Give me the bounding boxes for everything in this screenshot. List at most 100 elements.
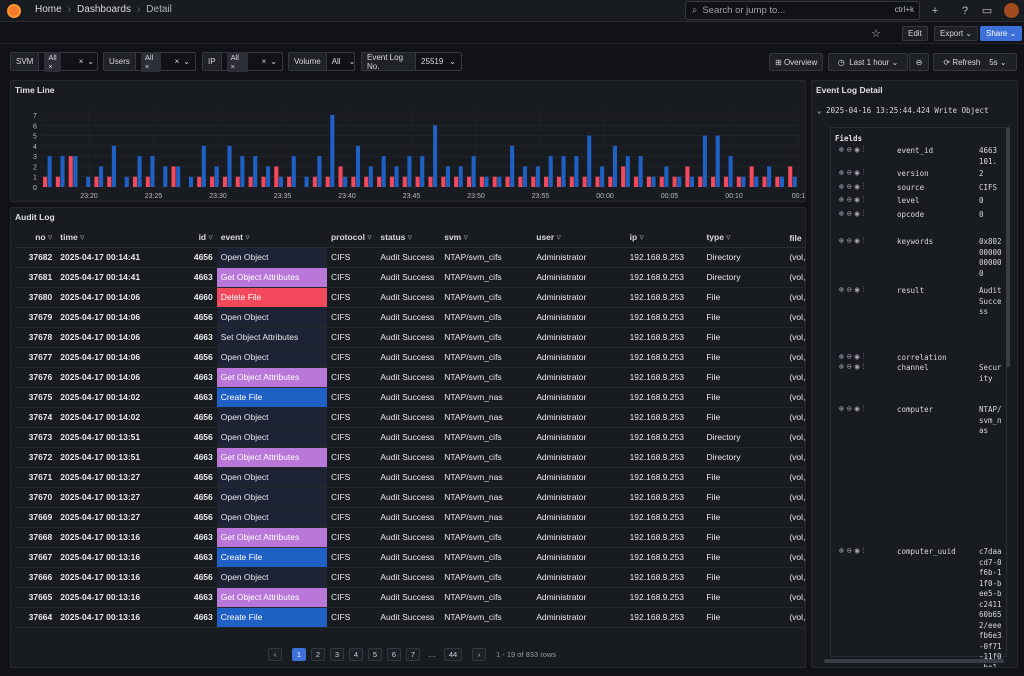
breadcrumb-home[interactable]: Home (35, 4, 62, 15)
table-row[interactable]: 37668 2025-04-17 00:13:16 4663 Get Object A… (15, 527, 805, 548)
clear-icon[interactable]: × (78, 57, 84, 66)
bar-blue[interactable] (201, 145, 206, 187)
export-button[interactable]: Export ⌄ (934, 26, 979, 41)
bar-red[interactable] (55, 176, 60, 187)
avatar[interactable] (1004, 3, 1019, 18)
volume-variable[interactable]: Volume All ⌄ (288, 52, 355, 71)
stats-icon[interactable]: ⫶ (862, 195, 865, 204)
filter-icon[interactable]: ▿ (723, 232, 731, 243)
bar-blue[interactable] (111, 145, 116, 187)
bar-red[interactable] (441, 176, 446, 187)
page-button[interactable]: 6 (387, 648, 401, 661)
bar-blue[interactable] (779, 176, 785, 187)
column-header-file[interactable]: file (785, 229, 805, 248)
table-row[interactable]: 37667 2025-04-17 00:13:16 4663 Create File C… (15, 547, 805, 568)
zoom-out-icon[interactable]: ⊖ (846, 362, 852, 371)
zoom-in-icon[interactable]: ⊕ (839, 182, 844, 191)
bar-red[interactable] (621, 166, 626, 187)
table-row[interactable]: 37670 2025-04-17 00:13:27 4656 Open Object C… (15, 487, 805, 508)
bar-red[interactable] (248, 176, 253, 187)
bar-red[interactable] (274, 166, 279, 187)
bar-red[interactable] (145, 176, 150, 187)
bar-red[interactable] (595, 176, 600, 187)
zoom-in-icon[interactable]: ⊕ (839, 145, 844, 154)
bar-blue[interactable] (535, 166, 540, 187)
bar-blue[interactable] (150, 156, 155, 187)
bar-red[interactable] (505, 176, 510, 187)
bar-red[interactable] (518, 176, 523, 187)
star-icon[interactable]: ☆ (871, 28, 881, 40)
bar-red[interactable] (287, 176, 292, 187)
bar-blue[interactable] (124, 176, 129, 187)
share-button[interactable]: Share ⌄ (980, 26, 1023, 41)
zoom-out-icon[interactable]: ⊖ (846, 546, 852, 555)
bar-red[interactable] (698, 176, 703, 187)
bar-red[interactable] (338, 166, 343, 187)
chevron-down-icon[interactable]: ⌄ (270, 57, 277, 66)
bar-blue[interactable] (317, 156, 322, 187)
page-button[interactable]: 3 (330, 648, 344, 661)
eye-icon[interactable]: ◉ (854, 285, 860, 294)
bar-blue[interactable] (651, 176, 656, 187)
table-row[interactable]: 37674 2025-04-17 00:14:02 4656 Open Object C… (15, 407, 805, 428)
bar-red[interactable] (788, 166, 793, 187)
chevron-down-icon[interactable]: ⌄ (87, 57, 95, 66)
grafana-logo-icon[interactable] (7, 4, 21, 18)
bar-red[interactable] (107, 176, 112, 187)
bar-blue[interactable] (214, 166, 219, 187)
filter-icon[interactable]: ▿ (364, 232, 372, 243)
zoom-in-icon[interactable]: ⊕ (839, 546, 844, 555)
bar-red[interactable] (672, 176, 677, 187)
table-row[interactable]: 37681 2025-04-17 00:14:41 4663 Get Object A… (15, 267, 805, 288)
event-log-no-variable[interactable]: Event Log No. 25519 ⌄ (361, 52, 462, 71)
next-page-button[interactable]: › (472, 648, 486, 661)
page-button[interactable]: 4 (349, 648, 363, 661)
eye-icon[interactable]: ◉ (854, 362, 860, 371)
bar-red[interactable] (608, 176, 613, 187)
bar-red[interactable] (43, 176, 48, 187)
bar-red[interactable] (569, 176, 574, 187)
bar-red[interactable] (775, 176, 780, 187)
column-header-no[interactable]: no ▿ (15, 229, 57, 248)
prev-page-button[interactable]: ‹ (268, 648, 282, 661)
bar-red[interactable] (210, 176, 215, 187)
column-header-protocol[interactable]: protocol ▿ (326, 229, 377, 248)
stats-icon[interactable]: ⫶ (862, 182, 865, 191)
bar-blue[interactable] (471, 156, 476, 187)
bar-blue[interactable] (587, 135, 592, 187)
bar-blue[interactable] (754, 176, 759, 187)
bar-blue[interactable] (702, 135, 707, 187)
filter-icon[interactable]: ▿ (45, 232, 53, 243)
bar-blue[interactable] (445, 166, 450, 187)
filter-icon[interactable]: ▿ (206, 232, 213, 243)
zoom-in-icon[interactable]: ⊕ (839, 195, 844, 204)
bar-red[interactable] (466, 176, 472, 187)
zoom-out-icon[interactable]: ⊖ (846, 195, 852, 204)
bar-blue[interactable] (792, 176, 797, 187)
eye-icon[interactable]: ◉ (854, 209, 860, 218)
overview-button[interactable]: ⊞ Overview (769, 53, 824, 71)
column-header-type[interactable]: type ▿ (702, 229, 786, 248)
edit-button[interactable]: Edit (902, 26, 928, 41)
stats-icon[interactable]: ⫶ (862, 145, 865, 154)
bar-red[interactable] (492, 176, 497, 187)
bar-blue[interactable] (458, 166, 463, 187)
bar-blue[interactable] (638, 156, 643, 187)
ip-variable[interactable]: IP All × × ⌄ (202, 51, 283, 72)
bar-blue[interactable] (664, 166, 669, 187)
bar-blue[interactable] (767, 166, 772, 187)
bar-blue[interactable] (47, 156, 52, 187)
bar-blue[interactable] (625, 156, 630, 187)
chevron-down-icon[interactable]: ⌄ (183, 57, 190, 66)
table-row[interactable]: 37672 2025-04-17 00:13:51 4663 Get Object A… (15, 447, 805, 468)
bar-red[interactable] (402, 176, 407, 187)
table-row[interactable]: 37679 2025-04-17 00:14:06 4656 Open Object C… (15, 307, 805, 328)
bar-blue[interactable] (266, 166, 271, 187)
bar-red[interactable] (685, 166, 690, 187)
eye-icon[interactable]: ◉ (854, 404, 860, 413)
bar-blue[interactable] (715, 135, 720, 187)
bar-red[interactable] (711, 176, 716, 187)
stats-icon[interactable]: ⫶ (862, 168, 865, 177)
bar-red[interactable] (415, 176, 420, 187)
bar-red[interactable] (736, 176, 741, 187)
